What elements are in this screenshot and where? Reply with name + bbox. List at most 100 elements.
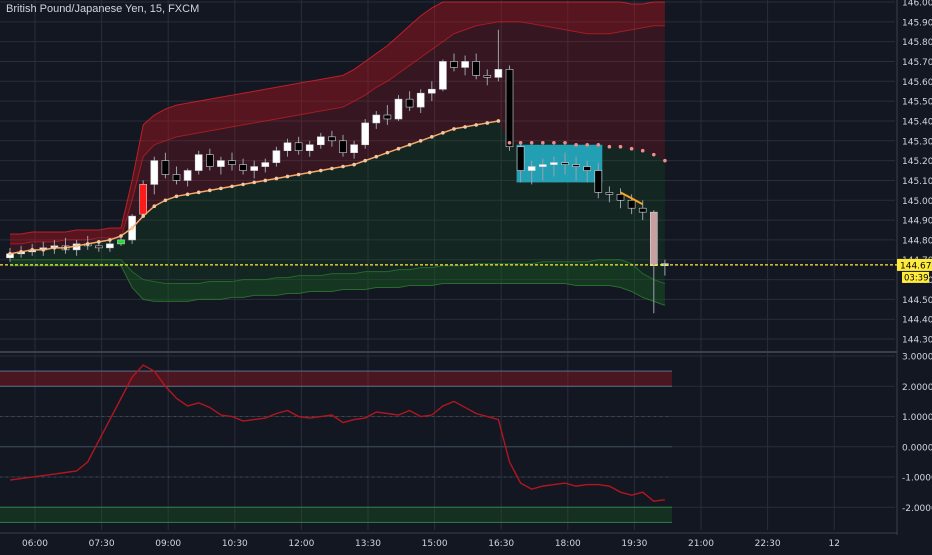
- ma-dot: [652, 152, 656, 157]
- osc-tick-label: -1.0000: [902, 474, 932, 484]
- ma-dot: [474, 123, 479, 127]
- ma-dot: [363, 158, 368, 163]
- candle-body: [361, 122, 370, 146]
- ma-dot: [418, 138, 423, 143]
- candle-body: [505, 69, 514, 148]
- time-tick-label: 21:00: [688, 539, 714, 549]
- ma-dot: [274, 176, 279, 181]
- current-price-label: 144.674: [900, 261, 932, 271]
- candle-body: [272, 150, 281, 163]
- ma-dot: [407, 142, 412, 147]
- candle-body: [117, 239, 125, 245]
- price-tick-label: 145.200: [902, 157, 932, 167]
- ma-dot: [163, 198, 168, 203]
- osc-lower-zone: [0, 507, 672, 523]
- price-tick-label: 145.900: [902, 18, 932, 28]
- candle-body: [616, 194, 625, 201]
- candle-body: [194, 154, 203, 171]
- price-tick-label: 145.800: [902, 38, 932, 48]
- ma-dot: [552, 140, 556, 145]
- candle-body: [261, 162, 270, 167]
- lower-band-outer-fill: [10, 259, 665, 306]
- highlight-box: [516, 144, 603, 183]
- upper-band-line: [10, 1, 665, 235]
- candle-body: [472, 61, 481, 76]
- upper-band-inner-line: [10, 21, 665, 245]
- trend-segment: [620, 191, 644, 206]
- candle-body: [405, 98, 414, 108]
- candle-body: [583, 166, 592, 171]
- price-tick-label: 144.500: [902, 296, 932, 306]
- price-tick-label: 145.600: [902, 78, 932, 88]
- candle-body: [239, 164, 247, 171]
- oscillator-layer: [0, 364, 672, 523]
- ma-dot: [296, 172, 301, 177]
- ma-dot: [640, 148, 645, 153]
- price-tick-label: 146.000: [902, 0, 932, 9]
- axes-layer: 146.000 145.900 145.800 145.700 145.600 145.5…: [22, 0, 932, 549]
- candle-body: [638, 207, 647, 213]
- candle-body: [494, 69, 503, 78]
- lower-band-fill: [10, 120, 665, 306]
- candle-body: [206, 154, 214, 167]
- candle-body: [516, 146, 525, 171]
- ma-dot: [563, 140, 567, 145]
- countdown-tag: [902, 271, 929, 283]
- candle-body: [538, 164, 547, 167]
- price-tick-label: 144.800: [902, 236, 932, 246]
- ma-dot: [629, 146, 634, 151]
- time-tick-label: 10:30: [222, 539, 248, 549]
- candle-body: [283, 142, 292, 151]
- time-tick-label: 06:00: [22, 539, 48, 549]
- price-tick-label: 144.300: [902, 336, 932, 346]
- candle-body: [427, 88, 436, 94]
- ma-dot: [152, 204, 157, 209]
- candle-body: [250, 166, 258, 171]
- countdown-label: 03:39: [904, 273, 929, 283]
- oscillator-line: [9, 364, 665, 502]
- ma-dot: [30, 248, 34, 252]
- moving-average-layer: [8, 119, 667, 256]
- osc-tick-label: -2.0000: [902, 504, 932, 514]
- osc-tick-label: 2.0000: [902, 383, 932, 393]
- price-tick-label: 145.300: [902, 137, 932, 147]
- candle-body: [627, 199, 636, 209]
- time-tick-label: 16:30: [488, 539, 514, 549]
- ma-dot: [230, 184, 234, 189]
- ma-dot: [452, 127, 456, 131]
- upper-band-fill: [10, 2, 665, 254]
- price-tick-label: 145.500: [902, 98, 932, 108]
- time-tick-label: 22:30: [755, 539, 781, 549]
- ma-dot: [607, 144, 612, 149]
- candle-body: [572, 164, 580, 167]
- ma-dot: [663, 158, 667, 163]
- time-tick-label: 18:00: [555, 539, 581, 549]
- time-tick-label: 09:00: [155, 539, 181, 549]
- grid-lines: [0, 0, 898, 535]
- candle-body: [383, 114, 392, 120]
- ma-dot: [496, 119, 501, 123]
- chart-title: British Pound/Japanese Yen, 15, FXCM: [6, 3, 200, 15]
- candle-body: [106, 243, 114, 249]
- candle-body: [183, 170, 192, 181]
- candle-body: [172, 174, 181, 181]
- candle-body: [328, 136, 336, 142]
- candle-body: [561, 162, 569, 165]
- ma-dot: [241, 182, 245, 187]
- price-tick-label: 145.700: [902, 58, 932, 68]
- ma-dot: [196, 190, 201, 195]
- ma-dot: [63, 246, 68, 250]
- ma-dot: [385, 150, 390, 155]
- ma-dot: [8, 251, 12, 256]
- osc-tick-label: 3.0000: [902, 353, 932, 363]
- candle-body: [550, 162, 558, 165]
- candle-body: [217, 160, 225, 167]
- ma-dot: [219, 186, 223, 191]
- ma-dot: [518, 140, 523, 145]
- candle-body: [350, 144, 358, 153]
- candle-body: [316, 136, 325, 146]
- ma-dot: [85, 242, 90, 246]
- candle-body: [305, 144, 314, 151]
- ma-dot: [263, 178, 268, 183]
